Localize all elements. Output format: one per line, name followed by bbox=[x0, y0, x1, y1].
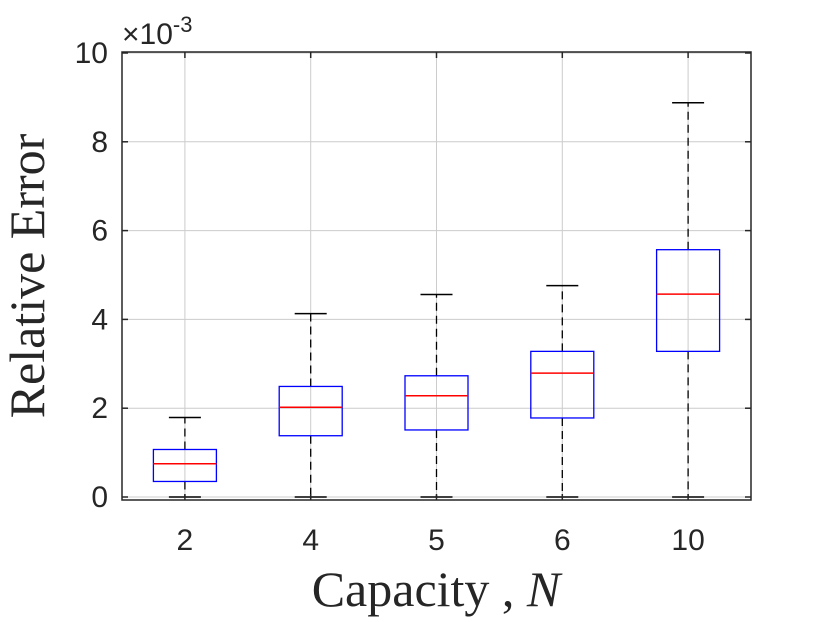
box-rect bbox=[655, 249, 721, 353]
y-tick-label: 6 bbox=[91, 215, 108, 248]
box-rect bbox=[152, 448, 218, 483]
x-tick-label: 6 bbox=[554, 524, 571, 557]
boxes bbox=[152, 101, 721, 498]
y-tick-label: 2 bbox=[91, 392, 108, 425]
ticks: 0 2 4 6 8 10 2 4 5 6 10 bbox=[75, 37, 751, 557]
box-10 bbox=[655, 101, 721, 498]
x-tick-label: 10 bbox=[671, 524, 704, 557]
box-rect bbox=[530, 350, 595, 419]
y-multiplier: ×10-3 bbox=[122, 12, 192, 51]
x-axis-title: Capacity , N bbox=[312, 561, 563, 617]
x-tick-label: 5 bbox=[428, 524, 445, 557]
box-rect bbox=[404, 375, 469, 431]
box-2 bbox=[152, 416, 218, 498]
box-rect bbox=[278, 385, 343, 437]
x-tick-label: 4 bbox=[302, 524, 319, 557]
y-tick-label: 8 bbox=[91, 126, 108, 159]
box-4 bbox=[278, 312, 343, 498]
box-6 bbox=[530, 284, 595, 498]
y-axis-title: Relative Error bbox=[0, 133, 55, 418]
y-tick-label: 4 bbox=[91, 303, 108, 336]
y-tick-label: 10 bbox=[75, 37, 108, 70]
x-tick-label: 2 bbox=[177, 524, 194, 557]
y-tick-label: 0 bbox=[91, 481, 108, 514]
